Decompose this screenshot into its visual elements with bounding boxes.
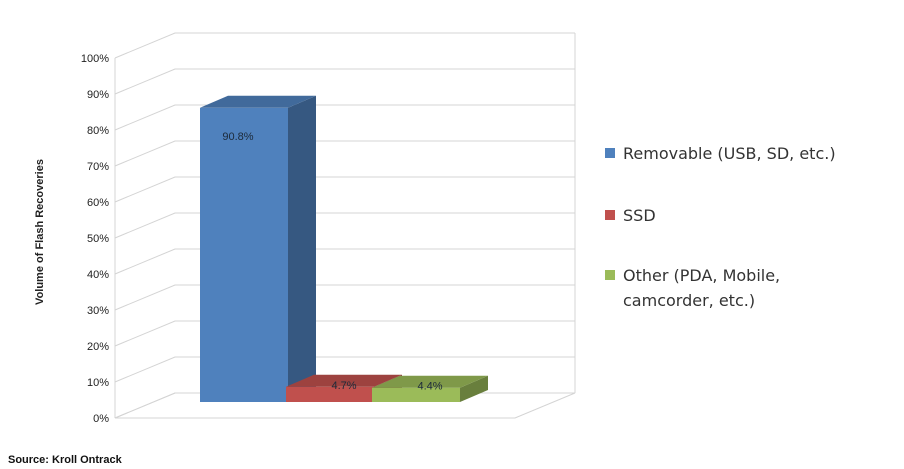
legend-swatch	[605, 210, 615, 220]
legend-item: SSD	[605, 206, 656, 225]
bar	[200, 95, 316, 403]
gridline	[114, 68, 575, 95]
y-tick-label: 40%	[87, 269, 109, 281]
y-axis-ticks: 0% 10% 20% 30% 40% 50% 60% 70% 80% 90% 100%	[81, 53, 109, 425]
bar-top	[286, 374, 402, 387]
legend-label: Other (PDA, Mobile,	[623, 266, 780, 285]
legend-swatch	[605, 148, 615, 158]
y-tick-label: 10%	[87, 377, 109, 389]
legend-label: camcorder, etc.)	[623, 291, 755, 310]
y-tick-label: 30%	[87, 305, 109, 317]
legend-item: Other (PDA, Mobile, camcorder, etc.)	[605, 266, 780, 310]
legend-label: SSD	[623, 206, 656, 225]
legend-label: Removable (USB, SD, etc.)	[623, 144, 836, 163]
gridline	[114, 140, 575, 167]
y-tick-label: 100%	[81, 53, 109, 65]
gridline	[114, 212, 575, 239]
bar-top	[372, 375, 488, 388]
bar-data-label: 4.4%	[417, 381, 442, 393]
gridline	[114, 104, 575, 131]
y-tick-label: 60%	[87, 197, 109, 209]
chart-bars	[200, 95, 488, 403]
bar-front	[372, 387, 460, 402]
gridline	[114, 248, 575, 275]
gridline	[114, 356, 575, 383]
y-tick-label: 70%	[87, 161, 109, 173]
bar-data-label: 4.7%	[331, 380, 356, 392]
y-tick-label: 80%	[87, 125, 109, 137]
y-tick-label: 50%	[87, 233, 109, 245]
bar-data-label: 90.8%	[222, 131, 253, 143]
legend-item: Removable (USB, SD, etc.)	[605, 144, 836, 163]
bar	[372, 375, 488, 402]
bar-side	[460, 375, 488, 402]
chart-legend: Removable (USB, SD, etc.) SSD Other (PDA, …	[605, 144, 836, 310]
gridline	[114, 284, 575, 311]
source-note: Source: Kroll Ontrack	[8, 454, 123, 466]
gridline	[114, 320, 575, 347]
y-tick-label: 0%	[93, 413, 109, 425]
legend-swatch	[605, 270, 615, 280]
bar-front	[286, 386, 374, 402]
bar-top	[200, 95, 316, 108]
chart-data-labels: 90.8% 4.7% 4.4%	[222, 131, 442, 393]
y-axis-title: Volume of Flash Recoveries	[34, 159, 46, 305]
bar-front	[200, 107, 288, 403]
bar-side	[288, 95, 316, 403]
chart-floor	[114, 392, 576, 419]
gridline	[114, 32, 575, 59]
y-tick-label: 90%	[87, 89, 109, 101]
y-tick-label: 20%	[87, 341, 109, 353]
gridline	[114, 176, 575, 203]
chart-gridlines	[114, 32, 576, 419]
